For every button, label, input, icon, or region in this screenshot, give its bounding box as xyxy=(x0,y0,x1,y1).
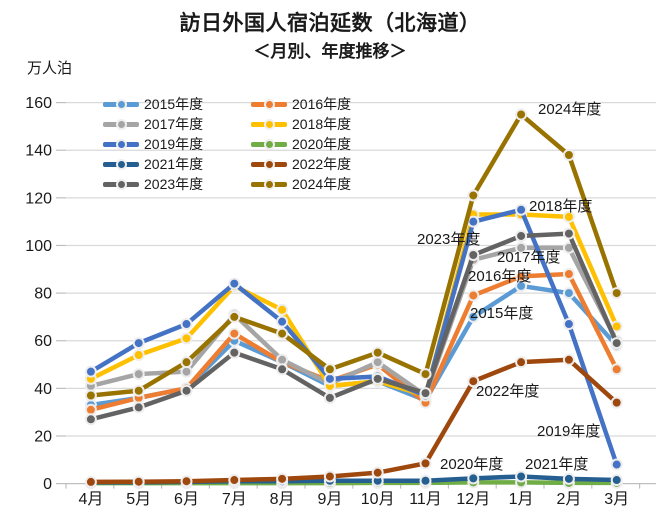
legend-label-2020: 2020年度 xyxy=(292,136,352,152)
svg-text:2月: 2月 xyxy=(556,491,581,508)
legend: 2015年度 2016年度 2017年度 2018年度 2019年度 2020年… xyxy=(103,94,399,194)
legend-item-2019: 2019年度 xyxy=(103,134,251,154)
svg-text:9月: 9月 xyxy=(317,491,342,508)
legend-item-2024: 2024年度 xyxy=(251,174,399,194)
svg-text:5月: 5月 xyxy=(126,491,151,508)
svg-text:1月: 1月 xyxy=(509,491,534,508)
legend-item-2022: 2022年度 xyxy=(251,154,399,174)
svg-text:60: 60 xyxy=(34,333,52,350)
legend-label-2017: 2017年度 xyxy=(144,116,204,132)
legend-marker-2017-icon xyxy=(103,118,139,130)
legend-label-2023: 2023年度 xyxy=(144,176,204,192)
chart-title: 訪日外国人宿泊延数（北海道） xyxy=(179,12,481,35)
annotation-2016: 2016年度 xyxy=(468,268,532,285)
legend-marker-2024-icon xyxy=(251,178,287,190)
svg-text:160: 160 xyxy=(25,95,52,112)
annotation-2022: 2022年度 xyxy=(476,383,540,400)
legend-marker-2023-icon xyxy=(103,178,139,190)
annotation-2021: 2021年度 xyxy=(525,456,589,473)
legend-label-2022: 2022年度 xyxy=(292,156,352,172)
legend-label-2021: 2021年度 xyxy=(144,156,204,172)
legend-label-2016: 2016年度 xyxy=(292,96,352,112)
legend-item-2016: 2016年度 xyxy=(251,94,399,114)
legend-label-2018: 2018年度 xyxy=(292,116,352,132)
annotation-2018: 2018年度 xyxy=(529,198,593,215)
annotation-2015: 2015年度 xyxy=(470,305,534,322)
svg-text:80: 80 xyxy=(34,286,52,303)
svg-text:3月: 3月 xyxy=(604,491,629,508)
annotation-2017: 2017年度 xyxy=(497,249,561,266)
legend-marker-2015-icon xyxy=(103,98,139,110)
chart-subtitle: ＜月別、年度推移＞ xyxy=(253,42,407,61)
svg-text:6月: 6月 xyxy=(174,491,199,508)
legend-item-2017: 2017年度 xyxy=(103,114,251,134)
svg-text:20: 20 xyxy=(34,428,52,445)
svg-text:140: 140 xyxy=(25,143,52,160)
legend-item-2023: 2023年度 xyxy=(103,174,251,194)
svg-text:10月: 10月 xyxy=(361,491,395,508)
svg-text:0: 0 xyxy=(43,476,52,493)
legend-marker-2018-icon xyxy=(251,118,287,130)
annotation-2023: 2023年度 xyxy=(417,231,481,248)
annotation-2020: 2020年度 xyxy=(440,456,504,473)
annotation-2024: 2024年度 xyxy=(538,101,602,118)
legend-marker-2016-icon xyxy=(251,98,287,110)
legend-marker-2022-icon xyxy=(251,158,287,170)
legend-item-2015: 2015年度 xyxy=(103,94,251,114)
svg-text:4月: 4月 xyxy=(78,491,103,508)
svg-text:8月: 8月 xyxy=(270,491,295,508)
svg-text:12月: 12月 xyxy=(456,491,490,508)
legend-label-2015: 2015年度 xyxy=(144,96,204,112)
svg-text:7月: 7月 xyxy=(222,491,247,508)
legend-marker-2019-icon xyxy=(103,138,139,150)
legend-item-2020: 2020年度 xyxy=(251,134,399,154)
legend-item-2018: 2018年度 xyxy=(251,114,399,134)
svg-text:100: 100 xyxy=(25,238,52,255)
y-axis-unit-label: 万人泊 xyxy=(27,60,73,77)
legend-label-2024: 2024年度 xyxy=(292,176,352,192)
legend-marker-2021-icon xyxy=(103,158,139,170)
legend-label-2019: 2019年度 xyxy=(144,136,204,152)
annotation-2019: 2019年度 xyxy=(537,423,601,440)
svg-text:11月: 11月 xyxy=(409,491,442,508)
svg-text:120: 120 xyxy=(25,190,52,207)
legend-item-2021: 2021年度 xyxy=(103,154,251,174)
svg-text:40: 40 xyxy=(34,381,52,398)
legend-marker-2020-icon xyxy=(251,138,287,150)
